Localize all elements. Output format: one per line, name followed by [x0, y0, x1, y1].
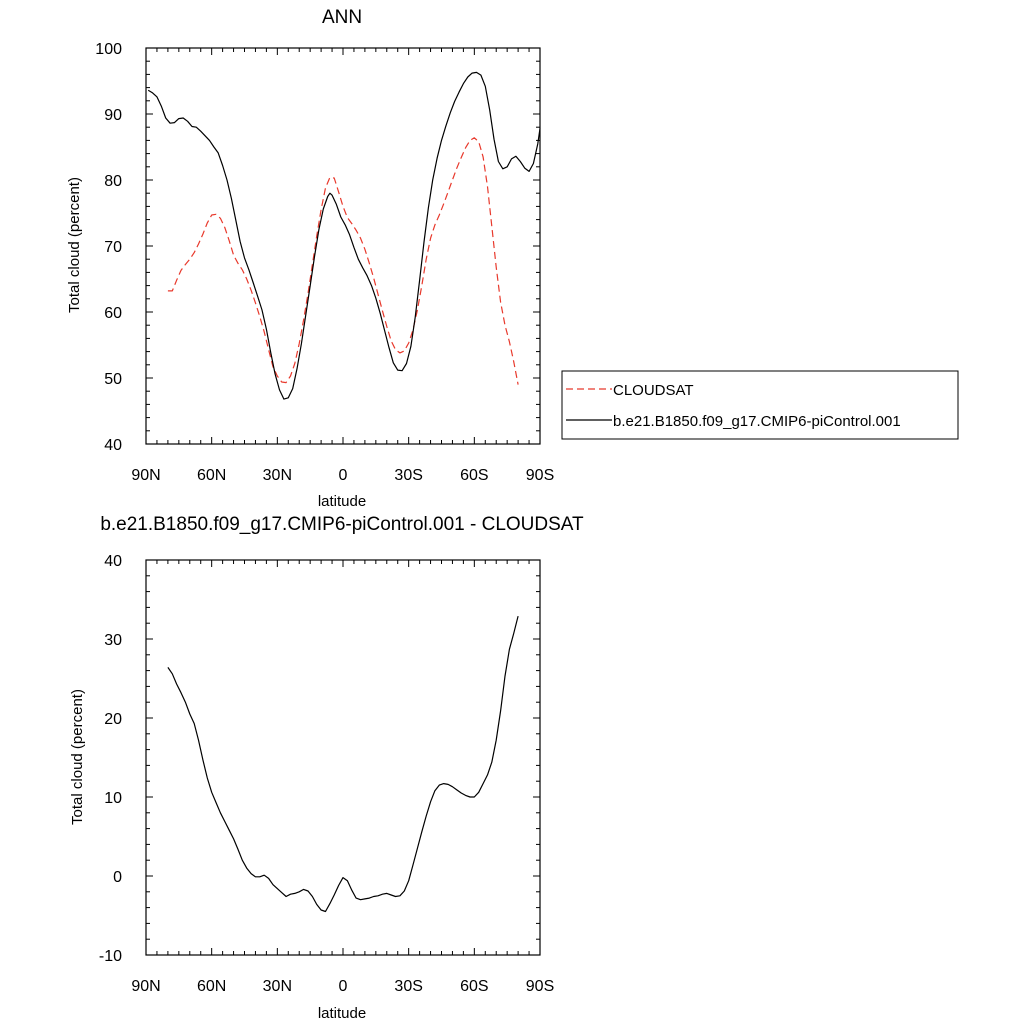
bottom-x-tick-label: 60N [197, 978, 226, 995]
top-x-tick-label: 60S [460, 467, 488, 484]
bottom-x-axis-label: latitude [318, 1005, 366, 1022]
top-x-tick-label: 60N [197, 467, 226, 484]
bottom-series-line-0 [167, 615, 519, 913]
bottom-y-tick-label: 10 [104, 790, 122, 807]
bottom-y-tick-label: 0 [113, 869, 122, 886]
legend-box [561, 370, 959, 440]
legend-label-model: b.e21.B1850.f09_g17.CMIP6-piControl.001 [613, 413, 901, 430]
bottom-y-axis-label: Total cloud (percent) [69, 689, 86, 825]
top-y-axis-label: Total cloud (percent) [66, 177, 83, 313]
bottom-x-tick-label: 30N [263, 978, 292, 995]
top-panel: ANN 90N 60N 30N 0 30S 60S 90S 40 50 60 70 80 90 100 l… [66, 7, 959, 510]
legend-label-cloudsat: CLOUDSAT [613, 382, 694, 399]
top-x-tick-label: 30N [263, 467, 292, 484]
bottom-chart-marks: 90N 60N 30N 0 30S 60S 90S -10 0 10 20 30 40 [99, 553, 554, 995]
top-chart-legend: CLOUDSAT b.e21.B1850.f09_g17.CMIP6-piCon… [561, 370, 959, 440]
bottom-x-tick-label: 60S [460, 978, 488, 995]
top-y-tick-label: 50 [104, 371, 122, 388]
top-y-tick-label: 90 [104, 107, 122, 124]
bottom-y-tick-label: 20 [104, 711, 122, 728]
top-y-tick-label: 100 [95, 41, 122, 58]
top-x-tick-label: 90N [131, 467, 160, 484]
bottom-x-tick-label: 90S [526, 978, 554, 995]
top-y-tick-label: 70 [104, 239, 122, 256]
bottom-x-tick-label: 0 [339, 978, 348, 995]
bottom-chart-title: b.e21.B1850.f09_g17.CMIP6-piControl.001 … [100, 514, 584, 535]
top-x-tick-label: 90S [526, 467, 554, 484]
bottom-plot-frame [145, 559, 541, 956]
top-x-tick-label: 0 [339, 467, 348, 484]
top-chart-marks: 90N 60N 30N 0 30S 60S 90S 40 50 60 70 80 90 100 [95, 41, 554, 484]
bottom-panel: b.e21.B1850.f09_g17.CMIP6-piControl.001 … [69, 514, 584, 1022]
top-x-axis-label: latitude [318, 493, 366, 510]
top-x-tick-label: 30S [394, 467, 422, 484]
top-chart-title: ANN [322, 7, 362, 28]
top-plot-frame [145, 47, 541, 445]
bottom-y-tick-label: 40 [104, 553, 122, 570]
bottom-x-tick-label: 90N [131, 978, 160, 995]
top-y-tick-label: 60 [104, 305, 122, 322]
top-series-line-0 [167, 137, 519, 385]
top-series-line-1 [147, 71, 541, 400]
bottom-y-tick-label: -10 [99, 948, 122, 965]
bottom-y-tick-label: 30 [104, 632, 122, 649]
top-y-tick-label: 40 [104, 437, 122, 454]
top-y-tick-label: 80 [104, 173, 122, 190]
bottom-x-tick-label: 30S [394, 978, 422, 995]
